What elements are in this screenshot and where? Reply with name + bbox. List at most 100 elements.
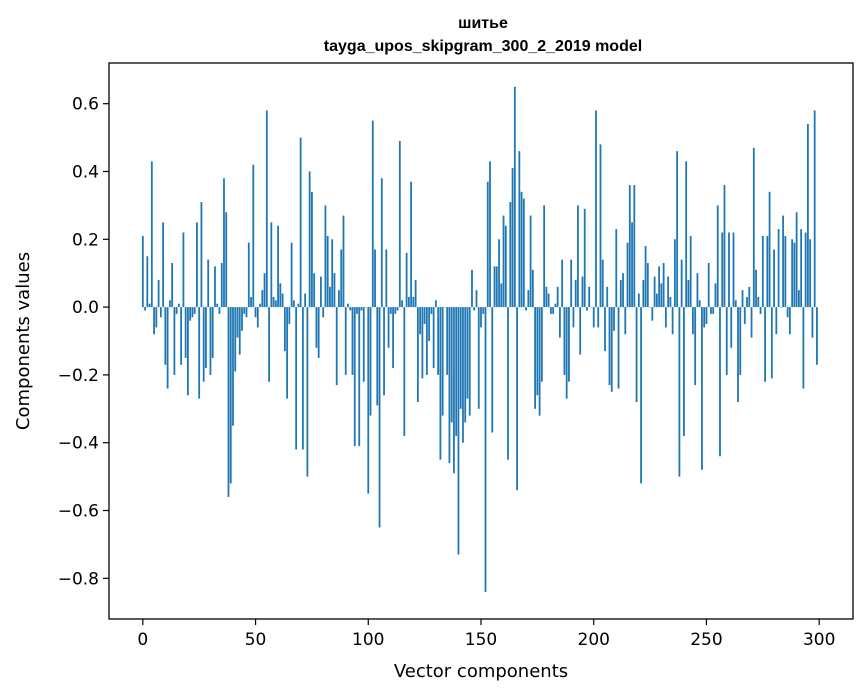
x-tick-label: 150 bbox=[465, 630, 497, 650]
bar bbox=[162, 222, 165, 308]
bar bbox=[664, 307, 667, 328]
bar bbox=[725, 307, 728, 375]
bar bbox=[678, 307, 681, 477]
bar bbox=[353, 307, 356, 447]
bar bbox=[398, 140, 401, 308]
bar bbox=[214, 266, 216, 308]
bar bbox=[432, 307, 435, 369]
bar bbox=[211, 307, 214, 358]
bar bbox=[646, 263, 649, 308]
bar bbox=[574, 279, 577, 308]
bar bbox=[716, 205, 719, 308]
bar bbox=[768, 191, 771, 308]
bar bbox=[543, 205, 546, 308]
bar bbox=[229, 307, 232, 484]
bar bbox=[236, 307, 239, 338]
bar bbox=[685, 161, 688, 308]
bar bbox=[595, 110, 597, 308]
bar bbox=[568, 307, 570, 382]
x-tick-label: 200 bbox=[578, 630, 610, 650]
bar bbox=[441, 307, 444, 416]
bar bbox=[435, 300, 437, 308]
bar bbox=[545, 286, 548, 308]
bar bbox=[719, 307, 721, 457]
bar bbox=[635, 307, 638, 403]
bar bbox=[592, 307, 595, 328]
bar bbox=[615, 229, 618, 308]
bar bbox=[554, 303, 557, 308]
bar bbox=[247, 242, 250, 308]
bar-series bbox=[141, 86, 818, 592]
bar bbox=[707, 263, 710, 308]
bar bbox=[367, 307, 370, 494]
bar bbox=[631, 222, 633, 308]
chart-title: шитье bbox=[458, 15, 508, 32]
bar bbox=[495, 266, 498, 308]
bar bbox=[150, 161, 153, 308]
bar bbox=[653, 276, 656, 308]
bar bbox=[752, 147, 755, 308]
bar bbox=[290, 242, 293, 308]
bar bbox=[189, 307, 192, 321]
bar bbox=[701, 307, 703, 470]
bar bbox=[446, 307, 449, 375]
bar bbox=[159, 307, 162, 318]
bar bbox=[473, 307, 476, 311]
bar bbox=[428, 307, 431, 341]
bar bbox=[502, 215, 505, 308]
bar bbox=[777, 229, 780, 308]
bar bbox=[205, 307, 207, 369]
bar bbox=[549, 307, 552, 314]
bar bbox=[218, 307, 221, 314]
bar bbox=[511, 168, 514, 308]
bar bbox=[712, 307, 715, 314]
bar bbox=[157, 279, 160, 308]
bar bbox=[389, 307, 392, 314]
bar bbox=[730, 307, 733, 348]
bar bbox=[522, 198, 525, 308]
bar bbox=[534, 307, 537, 409]
bar bbox=[146, 256, 149, 308]
bar bbox=[453, 307, 455, 474]
y-tick-label: 0.6 bbox=[72, 95, 99, 115]
bar bbox=[680, 259, 683, 308]
bar bbox=[272, 296, 275, 308]
bar bbox=[782, 215, 785, 308]
bar bbox=[561, 259, 564, 308]
bar bbox=[660, 283, 663, 308]
bar bbox=[462, 307, 464, 443]
bar bbox=[241, 307, 243, 331]
bar bbox=[171, 263, 174, 308]
bar bbox=[187, 307, 189, 396]
bar bbox=[216, 303, 219, 308]
bar bbox=[338, 290, 340, 308]
bar bbox=[450, 307, 453, 423]
bar bbox=[687, 279, 690, 308]
bar bbox=[692, 307, 694, 335]
x-tick-label: 0 bbox=[137, 630, 148, 650]
bar bbox=[565, 307, 568, 399]
bar bbox=[342, 215, 345, 308]
bar bbox=[313, 273, 316, 308]
bar bbox=[311, 191, 313, 308]
bar bbox=[577, 205, 579, 308]
bar bbox=[480, 307, 482, 328]
bar bbox=[809, 239, 812, 308]
bar bbox=[734, 300, 737, 308]
bar bbox=[728, 232, 730, 308]
bar bbox=[669, 296, 672, 308]
bar bbox=[286, 307, 289, 399]
bar bbox=[403, 307, 406, 436]
bar bbox=[202, 307, 205, 382]
bar bbox=[773, 249, 775, 308]
bar bbox=[673, 239, 676, 308]
bar bbox=[696, 273, 699, 308]
bar bbox=[610, 307, 613, 392]
bar bbox=[245, 307, 248, 318]
y-tick-label: 0.2 bbox=[72, 230, 99, 250]
bar bbox=[333, 273, 336, 308]
bar bbox=[220, 263, 223, 308]
bar bbox=[477, 307, 480, 409]
bar bbox=[141, 235, 144, 308]
bar bbox=[180, 307, 183, 365]
